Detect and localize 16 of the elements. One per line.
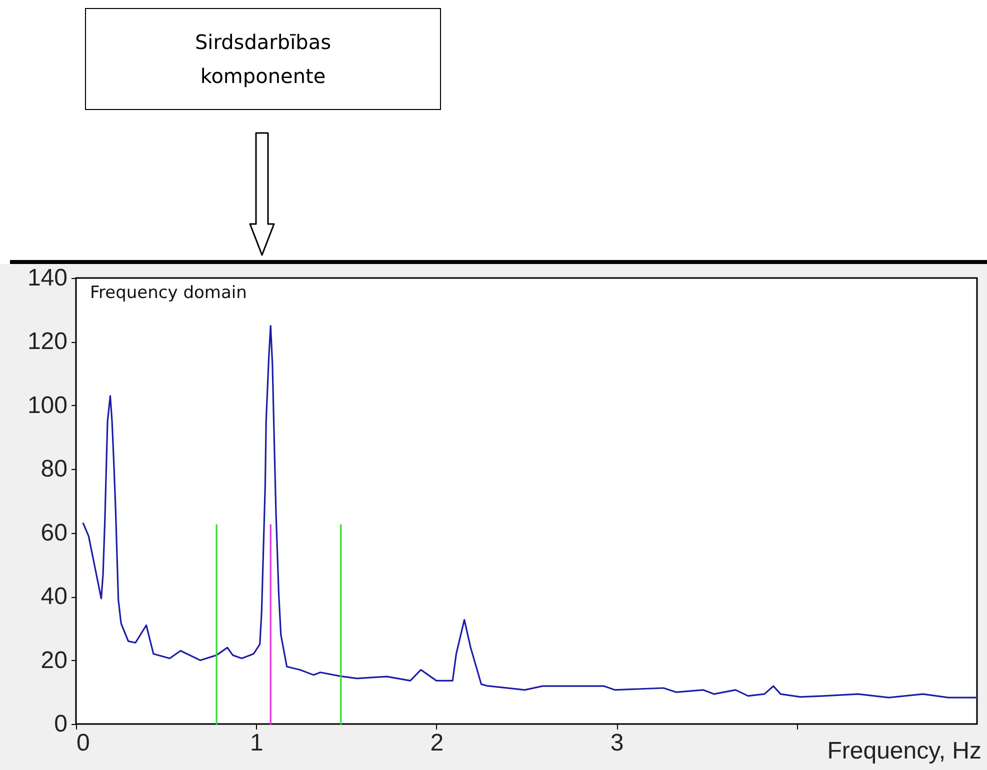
y-tick-label: 140 — [27, 264, 68, 292]
x-tick-label: 1 — [250, 730, 264, 756]
line-series — [82, 324, 978, 698]
x-tick-label: 3 — [610, 730, 624, 756]
x-tick-label: 0 — [76, 730, 90, 756]
chart-title: Frequency domain — [90, 283, 247, 303]
y-tick-label: 20 — [40, 646, 68, 674]
y-tick-label: 60 — [40, 519, 68, 546]
x-axis-title: Frequency, Hz — [827, 738, 982, 764]
y-tick-label: 120 — [27, 328, 68, 356]
y-tick-label: 80 — [40, 456, 68, 483]
text-box: Sirdsdarbības komponente — [85, 8, 441, 110]
x-tick-label: 2 — [430, 730, 444, 756]
y-tick-label: 0 — [54, 710, 68, 738]
y-tick-label: 40 — [40, 583, 68, 610]
y-tick-label: 100 — [27, 392, 68, 419]
